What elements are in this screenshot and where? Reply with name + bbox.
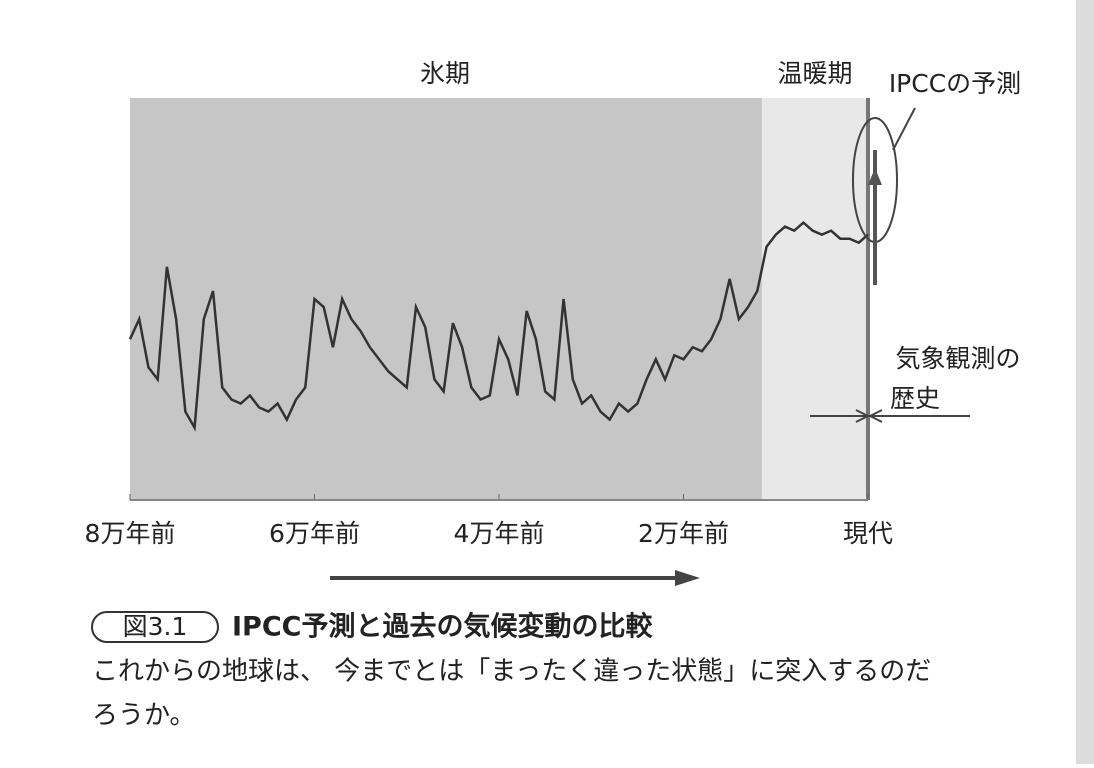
x-tick-label: 4万年前	[454, 519, 545, 548]
annotation: 歴史	[890, 384, 940, 413]
region	[761, 98, 868, 500]
plot: 氷期 温暖期 8万年前 6万年前 4万年前 2万年前 現代	[85, 59, 893, 548]
x-tick-label: 2万年前	[638, 519, 729, 548]
caption-body: これからの地球は、 今までとは「まったく違った状態」に突入するのだ	[92, 657, 931, 687]
x-tick-label: 現代	[843, 519, 893, 548]
series-line	[128, 220, 869, 432]
annotation: 気象観測の	[895, 344, 1020, 373]
annotation: IPCCの予測	[889, 69, 1021, 98]
x-tick-label: 8万年前	[85, 519, 176, 548]
caption-body: ろうか。	[92, 701, 195, 731]
region-label: 氷期	[420, 59, 470, 88]
caption-badge	[91, 611, 219, 643]
caption-title: IPCC予測と過去の気候変動の比較	[232, 611, 653, 643]
arrow-head	[867, 409, 883, 423]
caption-number: 図3.1	[123, 612, 188, 641]
x-tick-label: 6万年前	[269, 519, 360, 548]
region-label: 温暖期	[777, 59, 852, 88]
ipcc-arrow-head	[868, 168, 882, 185]
page-edge	[1076, 0, 1094, 764]
ipcc-pointer	[892, 107, 916, 151]
region	[130, 98, 762, 500]
time-arrow-head	[675, 570, 700, 586]
